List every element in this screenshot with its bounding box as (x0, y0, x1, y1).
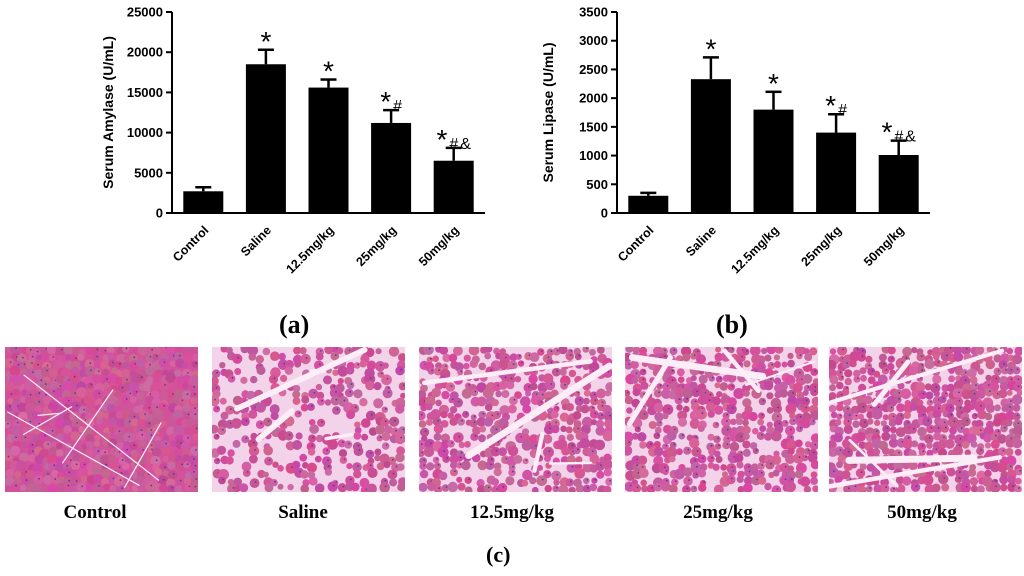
c1-bar-0 (628, 195, 669, 213)
c0-significance-3: * # (380, 86, 402, 117)
c1-y-tick-label-4: 2000 (579, 91, 608, 106)
c1-bar-2 (753, 109, 794, 213)
c1-y-tick-label-6: 3000 (579, 33, 608, 48)
histology-image-saline (212, 347, 405, 492)
c1-x-tick-label-0: Control (615, 223, 656, 264)
c1-significance-1: * (705, 33, 716, 64)
histology-caption-saline: Saline (278, 502, 328, 523)
tissue-pattern (625, 347, 818, 492)
histology-caption-50mg: 50mg/kg (887, 502, 957, 523)
tissue-pattern (212, 347, 405, 492)
c1-y-tick-label-2: 1000 (579, 148, 608, 163)
c0-bar-3 (371, 122, 412, 213)
c0-significance-4: * # & (436, 124, 471, 155)
c0-x-tick-label-0: Control (170, 223, 211, 264)
c0-x-tick-label-2: 12.5mg/kg (283, 223, 336, 276)
c1-y-tick-label-5: 2500 (579, 62, 608, 77)
c0-y-tick-label-0: 0 (156, 206, 163, 221)
c1-y-tick-label-1: 500 (586, 177, 608, 192)
panel-label-c: (c) (486, 542, 511, 567)
c0-bar-1 (245, 64, 286, 213)
tissue-pattern (829, 347, 1022, 492)
c1-significance-2: * (768, 68, 779, 99)
c0-y-tick-label-2: 10000 (127, 125, 163, 140)
c1-x-tick-label-3: 25mg/kg (798, 223, 844, 269)
histology-image-50mg (829, 347, 1022, 492)
histology-caption-control: Control (63, 502, 127, 523)
c0-bar-2 (308, 87, 349, 213)
tissue-pattern (5, 347, 198, 492)
c1-x-tick-label-1: Saline (683, 223, 719, 259)
histology-image-control (5, 347, 198, 492)
c1-bar-3 (816, 132, 857, 213)
c1-y-tick-label-3: 1500 (579, 119, 608, 134)
c0-y-tick-label-1: 5000 (134, 165, 163, 180)
histology-caption-25mg: 25mg/kg (683, 502, 753, 523)
c1-y-tick-label-0: 0 (601, 206, 608, 221)
histology-image-25mg (625, 347, 818, 492)
c1-significance-4: * # & (881, 117, 916, 148)
c1-x-tick-label-4: 50mg/kg (861, 223, 907, 269)
c1-y-axis-label: Serum Lipase (U/mL) (540, 42, 556, 182)
histology-image-12-5mg (419, 347, 612, 492)
c1-bar-1 (690, 79, 731, 213)
c0-significance-2: * (323, 56, 334, 87)
c0-x-tick-label-1: Saline (238, 223, 274, 259)
c1-significance-3: * # (825, 90, 847, 121)
c1-bar-4 (878, 154, 919, 213)
c0-y-axis-label: Serum Amylase (U/mL) (100, 36, 116, 189)
panel-label-a: (a) (279, 310, 310, 339)
panel-label-b: (b) (716, 310, 748, 339)
tissue-pattern (419, 347, 612, 492)
c0-significance-1: * (260, 26, 271, 57)
c0-y-tick-label-4: 20000 (127, 45, 163, 60)
c0-bar-4 (433, 160, 474, 213)
c0-x-tick-label-3: 25mg/kg (353, 223, 399, 269)
c0-y-tick-label-3: 15000 (127, 85, 163, 100)
c1-x-tick-label-2: 12.5mg/kg (728, 223, 781, 276)
c0-y-tick-label-5: 25000 (127, 5, 163, 20)
c1-y-tick-label-7: 3500 (579, 5, 608, 20)
c0-x-tick-label-4: 50mg/kg (416, 223, 462, 269)
c0-bar-0 (183, 191, 224, 213)
histology-caption-12-5mg: 12.5mg/kg (470, 502, 554, 523)
